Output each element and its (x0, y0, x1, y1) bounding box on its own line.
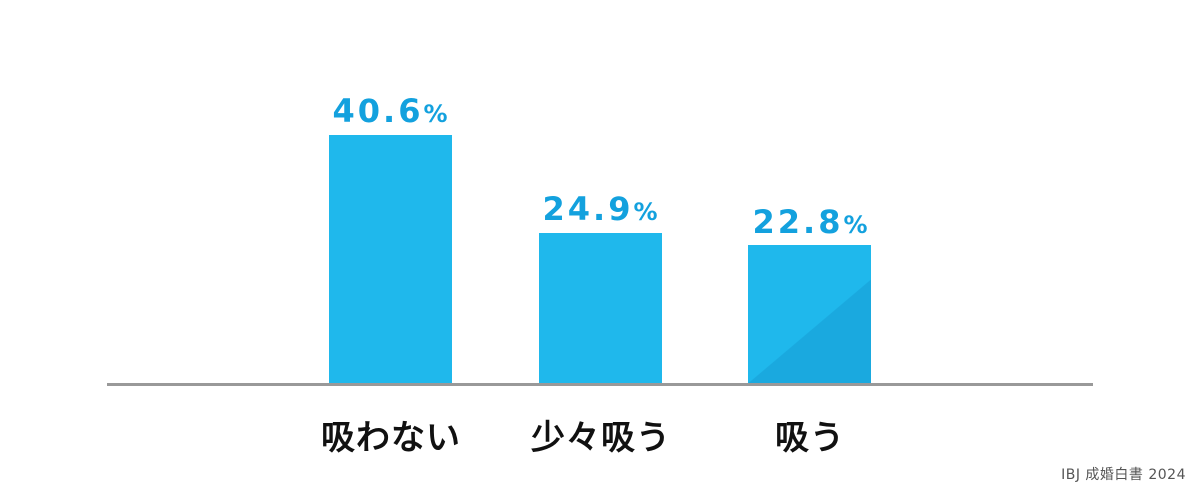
bar-value-label-0: 40.6% (332, 92, 448, 130)
x-axis-line (107, 383, 1093, 386)
bar-value-label-2: 22.8% (752, 203, 868, 241)
bar-value-label-1: 24.9% (542, 190, 658, 228)
bar-occasional-smoker (539, 233, 662, 384)
bar-smoker (748, 245, 871, 384)
source-credit: IBJ 成婚白書 2024 (1061, 467, 1186, 483)
category-label-0: 吸わない (321, 418, 461, 458)
category-label-1: 少々吸う (531, 418, 671, 458)
bar-non-smoker (329, 135, 452, 384)
category-label-2: 吸う (775, 418, 845, 458)
